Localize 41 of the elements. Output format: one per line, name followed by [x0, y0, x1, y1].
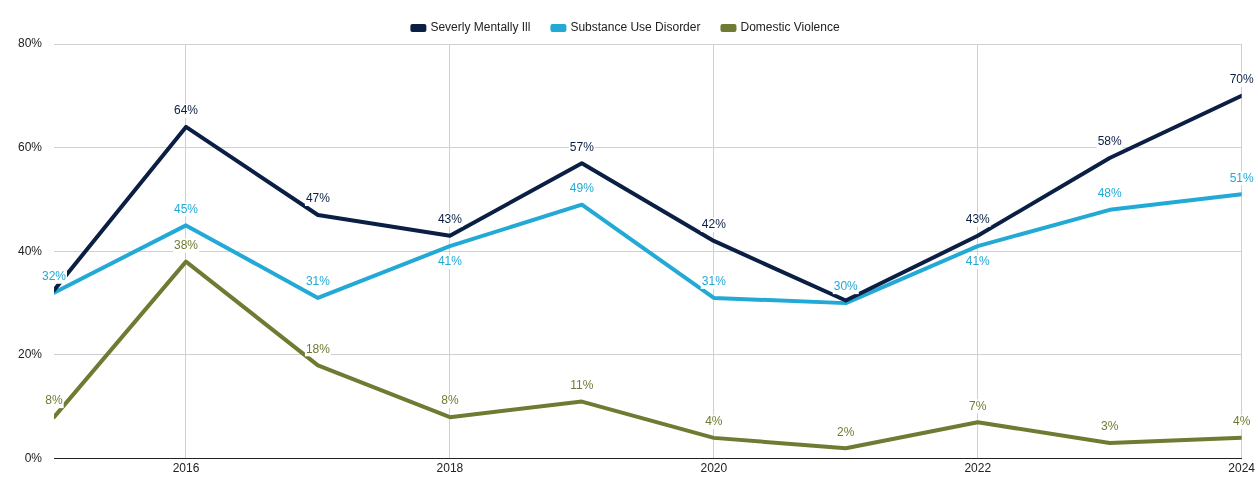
legend-label: Severly Mentally Ill: [430, 20, 531, 35]
data-label: 43%: [965, 212, 991, 227]
x-tick-label: 2018: [436, 461, 464, 476]
y-tick-label: 60%: [17, 139, 43, 154]
data-label: 8%: [441, 393, 459, 408]
legend-label: Domestic Violence: [740, 20, 840, 35]
data-label: 64%: [173, 103, 199, 118]
data-label: 57%: [569, 139, 595, 154]
data-label: 11%: [570, 377, 594, 392]
data-label: 41%: [965, 254, 991, 269]
data-label: 41%: [437, 254, 463, 269]
data-label: 47%: [305, 191, 331, 206]
data-label: 30%: [833, 279, 859, 294]
y-tick-label: 80%: [17, 36, 43, 51]
y-tick-label: 20%: [17, 347, 43, 362]
data-label: 45%: [173, 201, 199, 216]
data-label: 18%: [305, 341, 331, 356]
data-label: 70%: [1229, 72, 1254, 87]
data-label: 49%: [569, 180, 595, 195]
x-tick-label: 2016: [172, 461, 200, 476]
y-tick-label: 0%: [24, 450, 43, 465]
data-label: 51%: [1229, 170, 1254, 185]
data-label: 3%: [1101, 419, 1119, 434]
legend-label: Substance Use Disorder: [570, 20, 701, 35]
data-label: 42%: [701, 217, 727, 232]
data-label: 31%: [701, 274, 727, 289]
data-label: 7%: [969, 398, 987, 413]
data-label: 58%: [1097, 134, 1123, 149]
data-label: 4%: [1232, 414, 1251, 429]
data-label: 4%: [705, 414, 723, 429]
data-label: 43%: [437, 212, 463, 227]
y-tick-label: 40%: [17, 243, 43, 258]
x-tick-label: 2022: [964, 461, 992, 476]
data-label: 2%: [837, 424, 855, 439]
data-label: 8%: [45, 393, 64, 408]
x-tick-label: 2020: [700, 461, 728, 476]
x-tick-label: 2024: [1228, 461, 1256, 476]
data-label: 31%: [305, 274, 331, 289]
data-label: 38%: [173, 237, 199, 252]
data-label: 48%: [1097, 186, 1123, 201]
data-label: 32%: [42, 269, 67, 284]
